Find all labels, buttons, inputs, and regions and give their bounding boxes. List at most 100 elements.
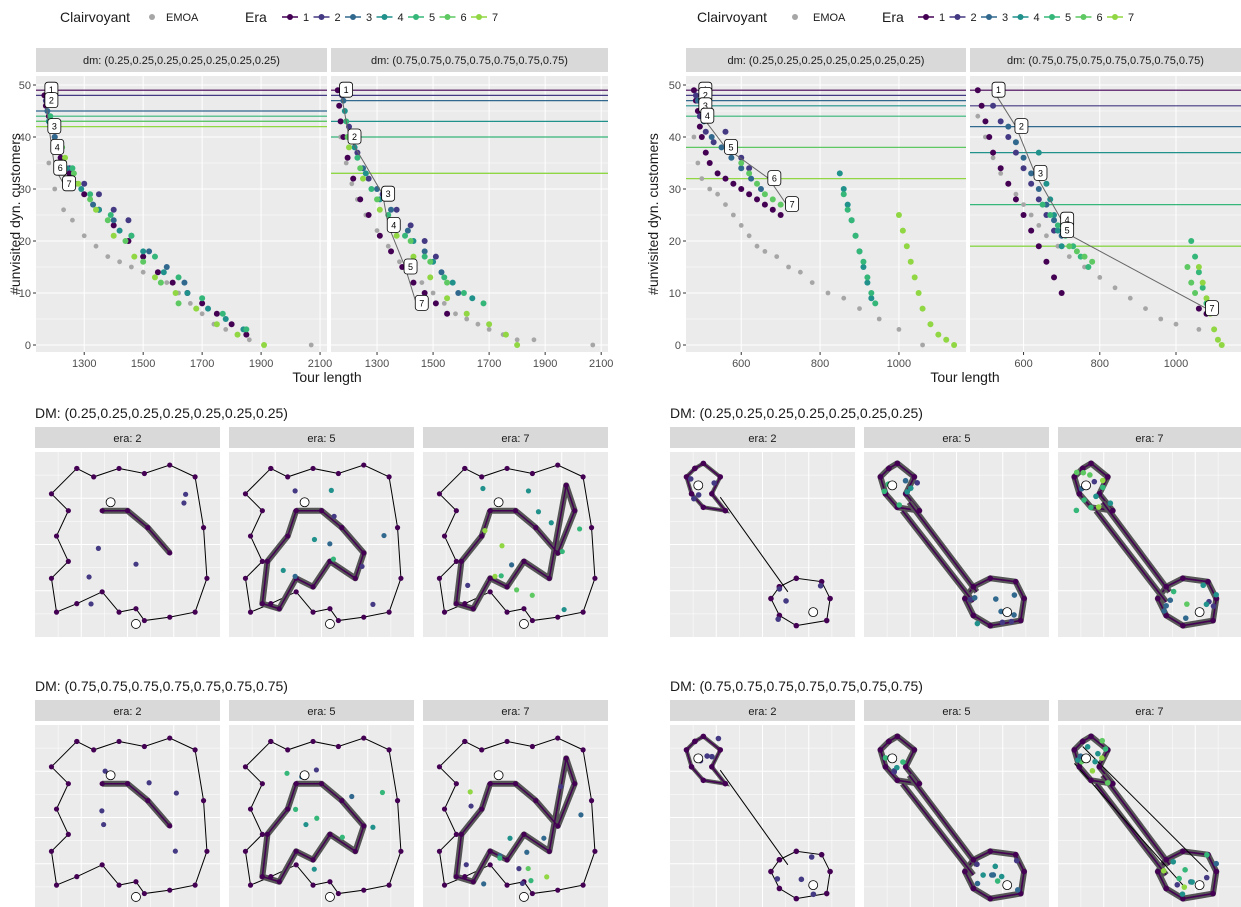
customer-point <box>74 738 80 745</box>
customer-point <box>479 806 485 812</box>
legend-era-dot-3 <box>986 14 992 20</box>
legend-era-dot-1 <box>287 14 293 20</box>
era-point-1 <box>769 206 776 213</box>
dynamic-customer-point <box>528 878 534 884</box>
customer-point <box>310 738 316 745</box>
dynamic-customer-point <box>900 759 906 765</box>
dynamic-customer-point <box>704 753 710 759</box>
emoa-point <box>841 295 847 301</box>
x-tick-label: 600 <box>1014 358 1032 370</box>
customer-point <box>1071 474 1078 480</box>
dynamic-customer-point <box>508 562 515 568</box>
emoa-point <box>140 269 146 275</box>
customer-point <box>167 614 173 620</box>
legend-left: Clairvoyant EMOA Era 1 2 3 4 5 6 7 <box>60 9 498 25</box>
dynamic-customer-point <box>1095 750 1101 757</box>
era-point-1 <box>978 102 985 109</box>
tour-block-subtitle: DM: (0.75,0.75,0.75,0.75,0.75,0.75,0.75) <box>670 678 923 694</box>
legend-era-dot-2 <box>318 14 325 20</box>
era-label-text: 6 <box>772 174 777 184</box>
legend-era-keys: 1 2 3 4 5 6 7 <box>918 12 1134 24</box>
x-axis-label: Tour length <box>292 369 361 385</box>
era-point-4 <box>205 305 212 312</box>
customer-point <box>204 848 210 854</box>
era-point-3 <box>404 227 411 234</box>
depot-marker <box>325 619 335 629</box>
era-point-1 <box>169 279 176 286</box>
dynamic-customer-point <box>1014 887 1021 893</box>
customer-point <box>458 558 465 565</box>
era-point-5 <box>480 300 487 307</box>
emoa-point <box>128 264 134 270</box>
customer-point <box>580 747 586 753</box>
emoa-point <box>730 212 736 218</box>
emoa-point <box>349 181 355 187</box>
customer-point <box>987 848 994 855</box>
emoa-point <box>164 280 170 285</box>
dynamic-customer-point <box>1087 472 1093 478</box>
dynamic-customer-point <box>808 854 815 860</box>
era-label-box <box>44 92 59 108</box>
era-label-box <box>53 159 68 176</box>
customer-point <box>192 747 198 753</box>
dynamic-customer-point <box>1210 603 1217 609</box>
panel-strip <box>35 427 220 448</box>
era-point-7 <box>1214 336 1221 343</box>
legend-era-dot-4 <box>1017 14 1024 20</box>
legend-emoa-key <box>792 14 798 20</box>
emoa-point <box>1036 223 1042 228</box>
emoa-point <box>441 301 447 306</box>
pareto-panel-1-2: dm: (0.75,0.75,0.75,0.75,0.75,0.75,0.75)… <box>331 48 613 370</box>
customer-point <box>592 848 598 854</box>
legend-era-label-3: 3 <box>366 12 372 24</box>
era-point-7 <box>935 331 942 338</box>
era-point-5 <box>856 248 863 255</box>
customer-point <box>521 606 527 612</box>
tour-route <box>438 464 596 622</box>
legend-clairvoyant-title: Clairvoyant <box>697 9 767 25</box>
customer-point <box>504 738 510 745</box>
customer-point <box>580 474 586 480</box>
emoa-point <box>699 176 705 182</box>
customer-point <box>285 474 291 480</box>
emoa-point <box>475 321 481 327</box>
dynamic-customer-point <box>974 880 981 887</box>
panel-strip-label: era: 7 <box>501 706 529 718</box>
era-point-6 <box>70 170 77 177</box>
era-point-2 <box>110 206 117 213</box>
era-point-5 <box>1199 284 1206 291</box>
customer-point <box>394 525 401 531</box>
dynamic-customer-point <box>465 582 471 588</box>
dynamic-customer-point <box>280 567 286 574</box>
customer-point <box>894 460 901 467</box>
dynamic-customer-point <box>1099 477 1106 484</box>
era-point-4 <box>1043 180 1050 187</box>
panel-strip <box>36 48 327 72</box>
customer-point <box>242 848 249 854</box>
panel-strip-label: era: 2 <box>113 433 141 445</box>
customer-point <box>335 470 341 477</box>
cluster-link <box>1073 746 1209 886</box>
emoa-point <box>1021 202 1026 208</box>
customer-point <box>683 474 690 480</box>
era-point-1 <box>706 160 713 166</box>
emoa-point <box>61 207 66 213</box>
era-point-1 <box>714 170 721 177</box>
dynamic-customer-point <box>709 753 715 760</box>
dynamic-customer-point <box>1170 588 1177 595</box>
era-point-5 <box>87 191 94 198</box>
customer-point <box>1088 733 1094 740</box>
dynamic-customer-point <box>561 606 567 613</box>
customer-point <box>99 862 105 868</box>
dynamic-customer-point <box>1213 591 1219 598</box>
emoa-point <box>52 186 58 192</box>
pareto-block-2: dm: (0.25,0.25,0.25,0.25,0.25,0.25,0.25)… <box>645 48 1241 385</box>
era-label-box <box>347 128 362 145</box>
emoa-point <box>93 243 99 249</box>
emoa-point <box>1127 295 1133 301</box>
era-point-2 <box>95 191 102 198</box>
era-point-1 <box>702 149 709 156</box>
emoa-point <box>486 327 492 332</box>
customer-point <box>462 738 468 745</box>
customer-point <box>192 882 198 888</box>
